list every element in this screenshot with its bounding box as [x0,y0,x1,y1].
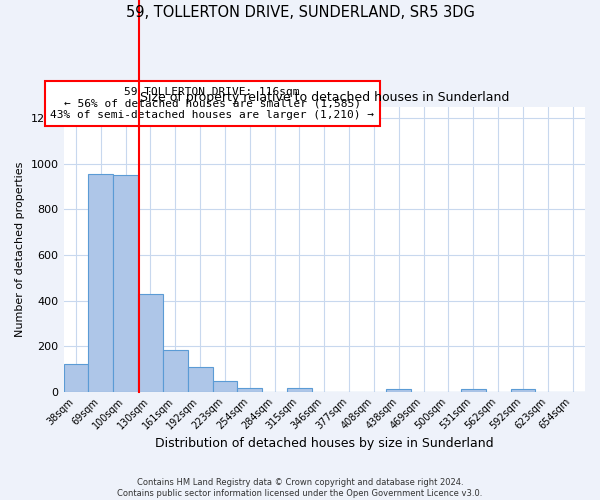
Text: 59, TOLLERTON DRIVE, SUNDERLAND, SR5 3DG: 59, TOLLERTON DRIVE, SUNDERLAND, SR5 3DG [125,5,475,20]
Y-axis label: Number of detached properties: Number of detached properties [15,162,25,337]
Bar [138,294,163,392]
Bar [188,366,212,392]
Bar [238,388,262,392]
Bar [163,350,188,392]
Bar [88,174,113,392]
Bar [287,388,312,392]
Bar [113,176,138,392]
Bar [64,364,88,392]
Bar [461,390,485,392]
Bar [212,382,238,392]
X-axis label: Distribution of detached houses by size in Sunderland: Distribution of detached houses by size … [155,437,494,450]
Title: Size of property relative to detached houses in Sunderland: Size of property relative to detached ho… [140,92,509,104]
Text: 59 TOLLERTON DRIVE: 116sqm
← 56% of detached houses are smaller (1,585)
43% of s: 59 TOLLERTON DRIVE: 116sqm ← 56% of deta… [50,87,374,120]
Bar [511,390,535,392]
Bar [386,390,411,392]
Text: Contains HM Land Registry data © Crown copyright and database right 2024.
Contai: Contains HM Land Registry data © Crown c… [118,478,482,498]
